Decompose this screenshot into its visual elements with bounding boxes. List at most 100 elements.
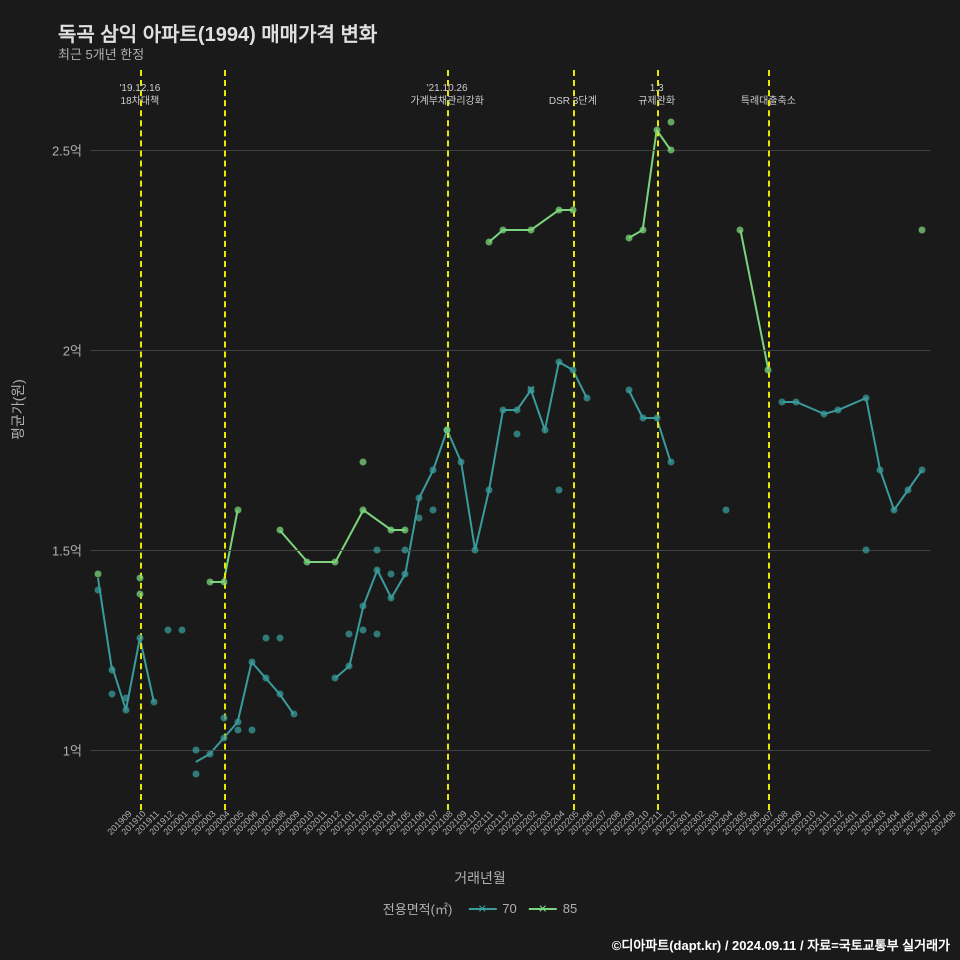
plot-area: 1억1.5억2억2.5억2019092019102019112019122020…	[90, 70, 930, 810]
data-point-85	[667, 119, 674, 126]
data-point-70	[821, 411, 828, 418]
data-point-70	[779, 399, 786, 406]
data-point-70	[569, 367, 576, 374]
y-tick-label: 1억	[63, 741, 90, 760]
data-point-70	[793, 399, 800, 406]
series-line-85	[629, 130, 671, 238]
data-point-70	[639, 415, 646, 422]
series-line-85	[740, 230, 768, 370]
data-point-70	[276, 635, 283, 642]
data-point-85	[136, 575, 143, 582]
data-point-70	[192, 771, 199, 778]
data-point-85	[919, 227, 926, 234]
data-point-70	[555, 359, 562, 366]
event-label: '19.12.1618차대책	[119, 82, 160, 108]
legend-item-85: ✕ 85	[529, 901, 577, 916]
gridline	[90, 750, 930, 751]
data-point-85	[360, 507, 367, 514]
data-point-85	[569, 207, 576, 214]
y-tick-label: 2억	[63, 341, 90, 360]
data-point-70	[206, 751, 213, 758]
data-point-70	[863, 547, 870, 554]
data-point-70	[220, 715, 227, 722]
data-point-70	[905, 487, 912, 494]
data-point-85	[220, 579, 227, 586]
event-line	[224, 70, 226, 810]
data-point-70	[863, 395, 870, 402]
data-point-70	[108, 691, 115, 698]
data-point-70	[388, 595, 395, 602]
series-line-70	[782, 398, 922, 510]
data-point-70	[108, 667, 115, 674]
data-point-70	[472, 547, 479, 554]
data-point-85	[234, 507, 241, 514]
data-point-70	[234, 719, 241, 726]
data-point-70	[248, 727, 255, 734]
legend-line-85: ✕	[529, 908, 557, 910]
series-line-70	[98, 578, 154, 710]
event-line	[140, 70, 142, 810]
data-point-85	[555, 207, 562, 214]
data-point-85	[206, 579, 213, 586]
data-point-70	[500, 407, 507, 414]
data-point-70	[374, 547, 381, 554]
data-point-70	[192, 747, 199, 754]
data-point-70	[458, 459, 465, 466]
data-point-70	[583, 395, 590, 402]
data-point-70	[346, 663, 353, 670]
event-label: 특례대출축소	[741, 82, 796, 108]
legend-label-70: 70	[502, 901, 516, 916]
data-point-85	[765, 367, 772, 374]
data-point-70	[835, 407, 842, 414]
event-line	[573, 70, 575, 810]
data-point-70	[262, 635, 269, 642]
data-point-70	[346, 631, 353, 638]
data-point-85	[332, 559, 339, 566]
x-axis-label: 거래년월	[454, 868, 506, 888]
data-point-85	[402, 527, 409, 534]
data-point-70	[877, 467, 884, 474]
data-point-85	[667, 147, 674, 154]
footer-credit: ©디아파트(dapt.kr) / 2024.09.11 / 자료=국토교통부 실…	[612, 935, 950, 954]
data-point-85	[527, 227, 534, 234]
event-line	[657, 70, 659, 810]
data-point-85	[95, 571, 102, 578]
series-line-70	[335, 362, 586, 678]
data-point-70	[625, 387, 632, 394]
data-point-85	[444, 427, 451, 434]
data-point-85	[737, 227, 744, 234]
data-point-85	[625, 235, 632, 242]
event-line	[768, 70, 770, 810]
data-point-70	[262, 675, 269, 682]
data-point-70	[122, 707, 129, 714]
event-label: '21.10.26가계부채관리강화	[410, 82, 484, 108]
data-point-85	[360, 459, 367, 466]
data-point-70	[513, 407, 520, 414]
data-point-70	[723, 507, 730, 514]
data-point-70	[122, 695, 129, 702]
event-label: 1.3규제완화	[638, 82, 675, 108]
data-point-85	[500, 227, 507, 234]
data-point-85	[304, 559, 311, 566]
data-point-70	[513, 431, 520, 438]
data-point-70	[360, 603, 367, 610]
gridline	[90, 550, 930, 551]
data-point-70	[164, 627, 171, 634]
gridline	[90, 350, 930, 351]
data-point-70	[919, 467, 926, 474]
legend-item-70: ✕ 70	[468, 901, 516, 916]
data-point-70	[150, 699, 157, 706]
chart-lines	[90, 70, 930, 810]
data-point-70	[248, 659, 255, 666]
event-label: DSR 3단계	[549, 82, 597, 108]
data-point-85	[653, 127, 660, 134]
data-point-70	[374, 567, 381, 574]
data-point-70	[430, 507, 437, 514]
data-point-85	[639, 227, 646, 234]
legend-label-85: 85	[563, 901, 577, 916]
y-tick-label: 2.5억	[52, 141, 90, 160]
data-point-70	[95, 587, 102, 594]
highlight-marker: ✕	[526, 384, 535, 397]
data-point-70	[178, 627, 185, 634]
data-point-70	[374, 631, 381, 638]
